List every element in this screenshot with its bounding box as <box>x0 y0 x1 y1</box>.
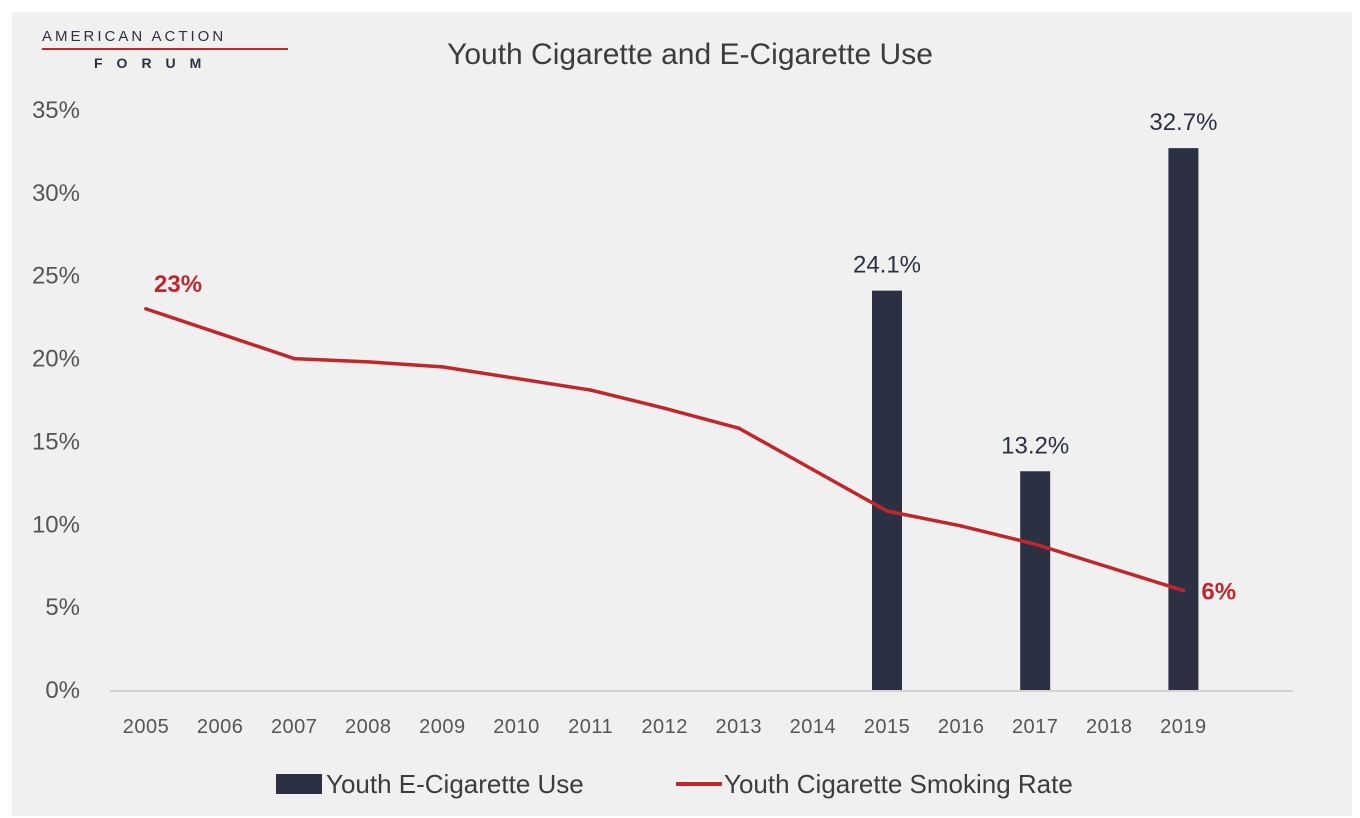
logo: AMERICAN ACTION FORUM <box>42 28 288 71</box>
bar-data-label: 32.7% <box>1149 109 1217 136</box>
y-tick-label: 5% <box>45 594 80 621</box>
x-tick-label: 2005 <box>123 716 170 738</box>
line-point <box>737 426 741 430</box>
x-tick-label: 2018 <box>1086 716 1133 738</box>
x-tick-label: 2010 <box>493 716 540 738</box>
x-tick-label: 2006 <box>197 716 244 738</box>
line-point <box>885 509 889 513</box>
bar-data-label: 13.2% <box>1001 432 1069 459</box>
line-point <box>1033 542 1037 546</box>
line-point <box>144 307 148 311</box>
x-tick-label: 2017 <box>1012 716 1059 738</box>
x-tick-label: 2015 <box>864 716 911 738</box>
line-point <box>811 467 815 472</box>
x-tick-label: 2008 <box>345 716 392 738</box>
line-data-label: 6% <box>1201 579 1236 606</box>
y-tick-label: 25% <box>32 263 80 290</box>
y-tick-label: 0% <box>45 677 80 704</box>
line-point <box>662 406 667 411</box>
y-tick-label: 20% <box>32 346 80 373</box>
y-tick-label: 15% <box>32 428 80 455</box>
y-tick-label: 10% <box>32 511 80 538</box>
line-point <box>292 356 297 361</box>
logo-line-1: AMERICAN ACTION <box>42 28 226 45</box>
legend-swatch-bar <box>276 774 322 794</box>
chart-title: Youth Cigarette and E-Cigarette Use <box>447 38 933 71</box>
bar-data-label: 24.1% <box>853 252 921 279</box>
bar-series: 24.1% 13.2% 32.7% <box>853 109 1217 691</box>
x-tick-label: 2012 <box>641 716 688 738</box>
x-tick-label: 2013 <box>716 716 763 738</box>
x-tick-label: 2007 <box>271 716 318 738</box>
line-point <box>514 376 519 381</box>
legend-label-line: Youth Cigarette Smoking Rate <box>724 769 1073 799</box>
line-series: 23% 6% <box>144 271 1236 606</box>
x-tick-label: 2011 <box>568 716 613 738</box>
line-data-label: 23% <box>154 271 202 298</box>
x-axis: 2005 2006 2007 2008 2009 2010 2011 2012 2013 2014… <box>123 716 1207 738</box>
line-point <box>1181 588 1186 593</box>
x-tick-label: 2009 <box>419 716 466 738</box>
y-tick-label: 30% <box>32 180 80 207</box>
legend-label-bar: Youth E-Cigarette Use <box>326 769 584 799</box>
legend: Youth E-Cigarette Use Youth Cigarette Smo… <box>276 769 1073 799</box>
logo-line-2: FORUM <box>94 55 215 71</box>
line-point <box>1107 565 1112 570</box>
x-tick-label: 2019 <box>1160 716 1207 738</box>
y-tick-label: 35% <box>32 97 80 124</box>
line-point <box>440 365 445 369</box>
y-axis: 0% 5% 10% 15% 20% 25% 30% 35% <box>32 97 80 704</box>
bar <box>1168 148 1199 691</box>
x-tick-label: 2014 <box>790 716 837 738</box>
line-point <box>959 524 963 528</box>
line-point <box>588 388 593 392</box>
bar <box>1020 471 1051 690</box>
bar <box>872 290 902 690</box>
x-tick-label: 2016 <box>938 716 985 738</box>
line-point <box>218 331 222 336</box>
logo-rule <box>42 48 288 50</box>
line-point <box>366 360 371 364</box>
